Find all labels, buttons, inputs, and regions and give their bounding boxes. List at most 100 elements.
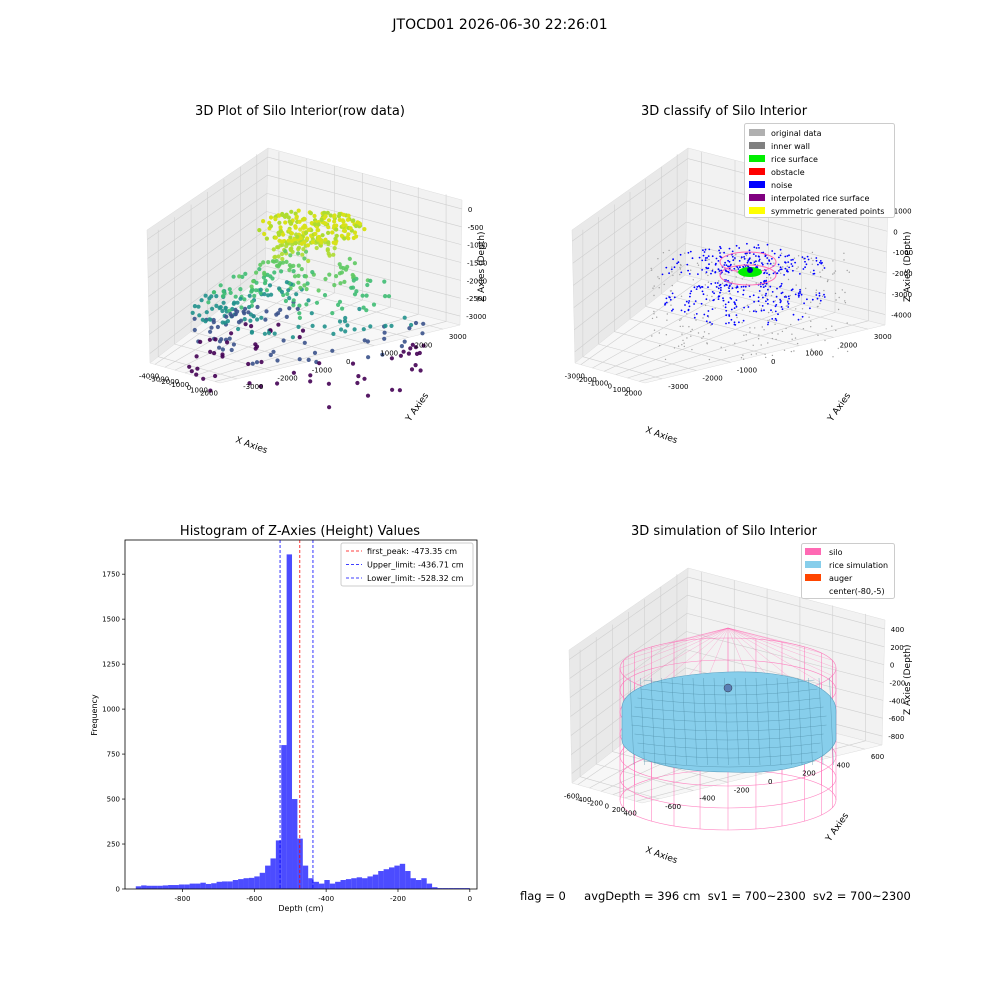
panel2-point-original: [735, 253, 737, 256]
panel2-point-noise: [771, 291, 774, 293]
panel4-z-tick: -600: [889, 715, 905, 723]
panel1-point: [306, 258, 311, 264]
panel2-point-noise: [776, 272, 779, 274]
panel2-point-original: [815, 292, 817, 294]
histogram-bar: [173, 885, 179, 889]
panel2-point-noise: [766, 257, 769, 259]
panel1-point: [236, 326, 241, 332]
panel1-point: [383, 323, 388, 328]
rice-mesh: [724, 677, 729, 766]
panel1-point: [238, 296, 243, 301]
panel2-point-original: [658, 277, 660, 280]
panel2-point-noise: [730, 308, 733, 311]
panel2-point-original: [670, 304, 672, 306]
panel2-point-noise: [753, 246, 756, 249]
panel2-legend-frame: [744, 123, 895, 218]
panel2-point-original: [811, 263, 813, 265]
panel2-point-noise: [749, 262, 752, 264]
panel2-point-original: [714, 307, 716, 309]
panel1-point: [294, 214, 299, 219]
panel2-center-point: [747, 267, 753, 273]
panel2-point-noise: [725, 270, 727, 272]
panel1-z-tick: -1500: [467, 260, 487, 268]
panel2-grid-z: [686, 221, 887, 274]
panel2-point-noise: [733, 302, 736, 304]
panel4-z-ticks: 400 200 0 -200 -400 -600 -800: [888, 626, 905, 741]
panel2-point-noise: [779, 268, 782, 271]
histogram-bar: [367, 876, 373, 889]
panel2-point-original: [745, 334, 747, 336]
panel2-point-original: [837, 347, 839, 350]
panel2-point-noise: [677, 261, 680, 264]
panel2-point-original: [690, 335, 692, 337]
panel1-point: [341, 223, 346, 228]
panel2-point-original: [787, 299, 789, 301]
panel1-point: [201, 376, 206, 381]
panel1-point: [220, 320, 225, 325]
panel2-point-original: [752, 344, 754, 346]
panel2-point-original: [743, 276, 745, 278]
panel1-point: [228, 312, 233, 317]
panel2-point-noise: [771, 318, 774, 320]
panel2-point-noise: [758, 260, 760, 262]
panel1-point: [291, 298, 296, 303]
panel2-point-noise: [735, 286, 738, 289]
panel1-point: [250, 299, 255, 304]
panel2-point-noise: [757, 255, 760, 258]
panel2-point-original: [673, 347, 676, 349]
panel2-point-noise: [720, 256, 722, 258]
panel2-point-noise: [733, 321, 736, 324]
panel2-point-noise: [771, 250, 774, 252]
panel2-point-original: [749, 331, 751, 333]
histogram-bar: [221, 881, 228, 889]
panel1-point: [207, 337, 212, 342]
panel1-point: [249, 289, 254, 294]
panel1-grid-z: [148, 229, 267, 316]
panel2-point-original: [721, 282, 724, 284]
histogram-bar: [448, 888, 454, 889]
panel1-point: [320, 233, 325, 238]
panel1-point: [340, 218, 345, 223]
panel2-point-original: [668, 249, 670, 252]
panel2-point-noise: [711, 291, 714, 293]
panel1-point: [258, 290, 263, 295]
panel1-point: [251, 314, 256, 319]
panel2-z-tick: 1000: [894, 207, 912, 215]
panel1-point: [240, 274, 245, 279]
panel4-grid-z: [686, 613, 885, 665]
histogram-bar: [189, 883, 196, 889]
panel2-point-noise: [735, 244, 738, 247]
panel2-point-noise: [693, 303, 695, 305]
panel1-grid-z: [147, 193, 268, 278]
histogram-bar: [292, 799, 298, 889]
panel1-point: [362, 376, 367, 381]
panel1-point: [211, 320, 216, 325]
panel2-point-original: [679, 268, 682, 270]
rice-mesh: [745, 677, 750, 766]
panel1-point: [413, 320, 419, 326]
panel1-grid-y: [207, 318, 341, 355]
panel2-point-original: [707, 322, 709, 324]
panel1-point: [254, 344, 260, 349]
panel2-point-noise: [806, 255, 809, 258]
panel2-point-noise: [748, 252, 751, 254]
panel2-point-noise: [799, 273, 801, 275]
panel2-point-noise: [775, 319, 778, 322]
histogram-bar: [340, 880, 346, 889]
histogram-bar: [421, 878, 427, 889]
rice-mesh: [713, 677, 719, 766]
panel2-point-original: [821, 295, 824, 297]
panel2-points: [650, 242, 850, 361]
panel1-point: [296, 263, 301, 268]
panel2-point-noise: [715, 262, 717, 265]
panel2-point-original: [838, 296, 840, 299]
panel1-point: [255, 317, 260, 322]
panel2-point-noise: [687, 251, 690, 254]
panel1-point: [303, 230, 309, 235]
panel2-point-noise: [767, 288, 769, 291]
panel2-point-original: [780, 252, 783, 254]
panel1-point: [331, 252, 336, 257]
panel1-title: 3D Plot of Silo Interior(row data): [195, 104, 405, 119]
panel1-point: [346, 232, 351, 237]
